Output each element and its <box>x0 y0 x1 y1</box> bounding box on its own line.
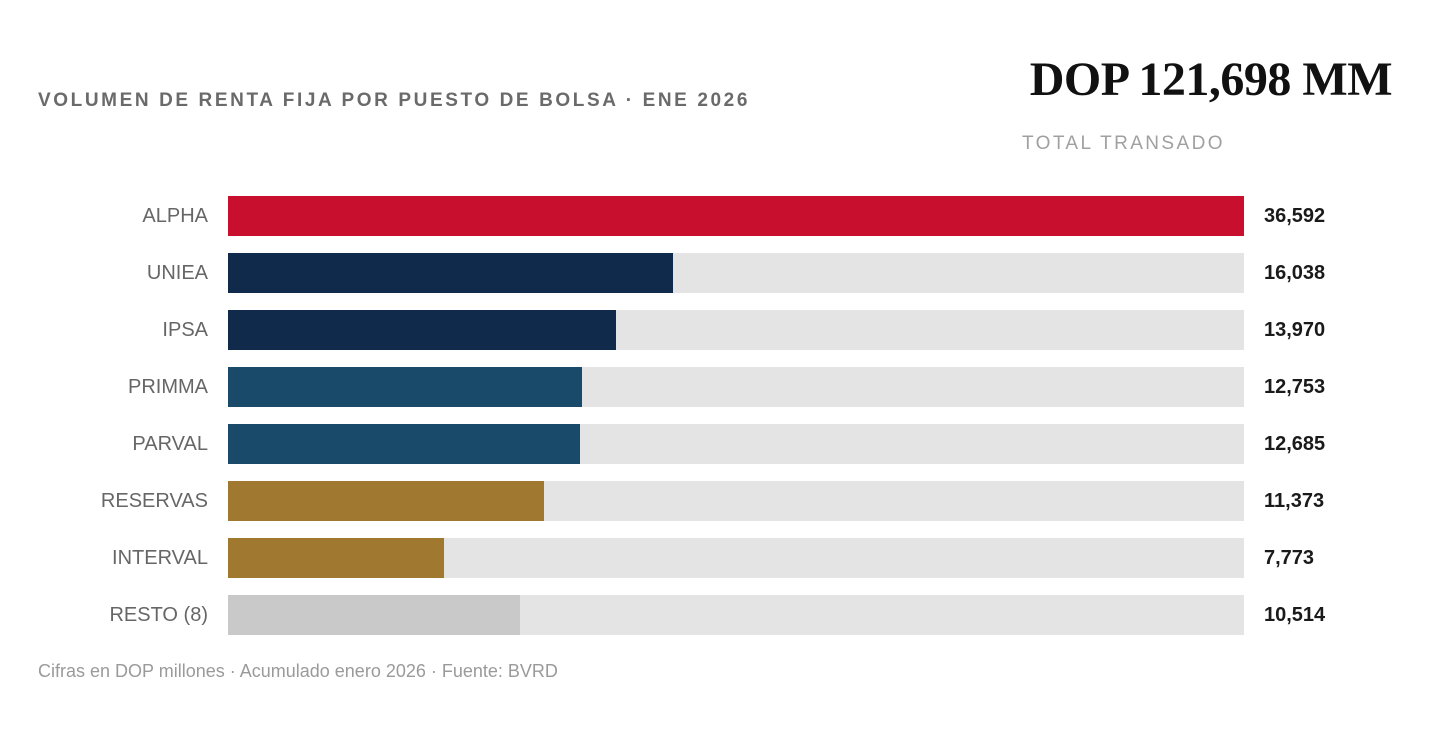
bar-row: INTERVAL 7,773 <box>0 538 1430 578</box>
bar-category-label: UNIEA <box>146 262 208 284</box>
bar-track <box>228 538 1244 578</box>
bar-track <box>228 367 1244 407</box>
bar-value-label: 36,592 <box>1264 205 1326 227</box>
bar-row: ALPHA 36,592 <box>0 196 1430 236</box>
bar <box>228 538 444 578</box>
bar-row: UNIEA 16,038 <box>0 253 1430 293</box>
bar-value-label: 7,773 <box>1264 547 1315 569</box>
bar <box>228 367 582 407</box>
bar <box>228 196 1244 236</box>
bar-track <box>228 595 1244 635</box>
bar <box>228 310 616 350</box>
bar-value-label: 11,373 <box>1264 490 1325 512</box>
bar <box>228 481 544 521</box>
bar-row: PARVAL 12,685 <box>0 424 1430 464</box>
bar-value-label: 16,038 <box>1264 262 1326 284</box>
bar-track <box>228 196 1244 236</box>
total-value: DOP 121,698 MM <box>1029 53 1393 106</box>
bar-category-label: RESTO (8) <box>109 604 208 626</box>
bar-value-label: 12,685 <box>1264 433 1326 455</box>
bar <box>228 595 520 635</box>
bar-row: PRIMMA 12,753 <box>0 367 1430 407</box>
bar-category-label: IPSA <box>162 319 208 341</box>
bar-category-label: PARVAL <box>132 433 208 455</box>
bar-track <box>228 481 1244 521</box>
chart-title: VOLUMEN DE RENTA FIJA POR PUESTO DE BOLS… <box>38 90 750 111</box>
bar-value-label: 10,514 <box>1264 604 1326 626</box>
bar-row: IPSA 13,970 <box>0 310 1430 350</box>
bar-category-label: PRIMMA <box>128 376 208 398</box>
bar-value-label: 12,753 <box>1264 376 1326 398</box>
bar <box>228 253 673 293</box>
bar-category-label: RESERVAS <box>100 490 208 512</box>
bar <box>228 424 580 464</box>
bar-row: RESTO (8) 10,514 <box>0 595 1430 635</box>
bar-category-label: ALPHA <box>142 205 208 227</box>
bar-track <box>228 253 1244 293</box>
total-label: TOTAL TRANSADO <box>1022 133 1225 154</box>
footnote: Cifras en DOP millones · Acumulado enero… <box>38 661 558 681</box>
bar-category-label: INTERVAL <box>112 547 208 569</box>
bar-row: RESERVAS 11,373 <box>0 481 1430 521</box>
bar-track <box>228 424 1244 464</box>
bar-value-label: 13,970 <box>1264 319 1326 341</box>
bar-track <box>228 310 1244 350</box>
